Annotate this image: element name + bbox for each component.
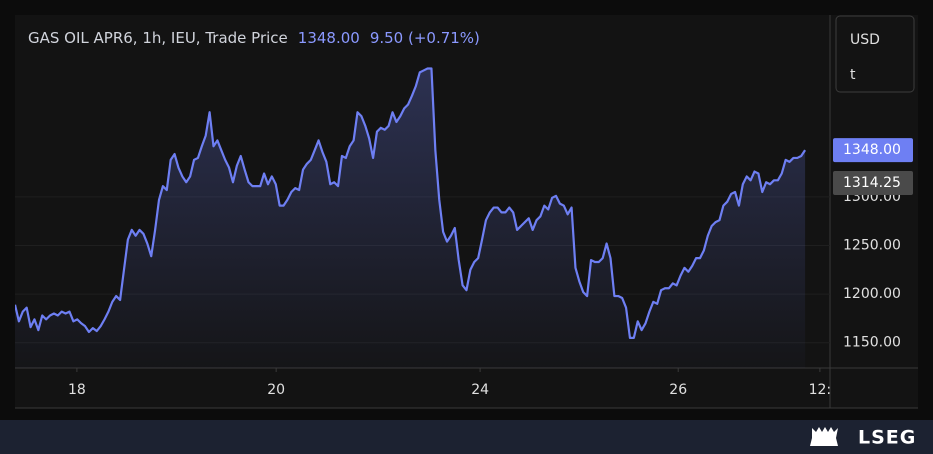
last-price-badge-text: 1348.00 xyxy=(843,142,901,158)
last-price-badge xyxy=(833,138,913,163)
reference-badge xyxy=(833,170,913,195)
y-tick-label: 1150.00 xyxy=(843,335,901,351)
currency: USD xyxy=(850,32,880,48)
x-axis-area xyxy=(15,368,830,408)
unit-box[interactable] xyxy=(835,15,915,93)
x-tick-label: 12: xyxy=(809,382,832,398)
y-tick-label: 1200.00 xyxy=(843,286,901,302)
chart-title: GAS OIL APR6, 1h, IEU, Trade Price xyxy=(28,29,288,47)
brand: LSEG xyxy=(858,427,916,449)
x-tick-label: 26 xyxy=(669,382,687,398)
x-tick-label: 24 xyxy=(471,382,489,398)
brand-logo xyxy=(810,427,838,446)
chart-header: GAS OIL APR6, 1h, IEU, Trade Price 1348.0… xyxy=(28,29,480,47)
x-tick-label: 18 xyxy=(68,382,86,398)
price-line xyxy=(15,67,807,339)
plot xyxy=(15,67,807,368)
header-price: 1348.00 xyxy=(298,29,360,47)
reference-badge-text: 1314.25 xyxy=(843,175,901,191)
header-change: 9.50 (+0.71%) xyxy=(370,29,480,47)
footer xyxy=(0,420,933,454)
unit: t xyxy=(850,67,856,83)
y-tick-label: 1250.00 xyxy=(843,237,901,253)
x-tick-label: 20 xyxy=(267,382,285,398)
logo-icon xyxy=(810,427,838,446)
